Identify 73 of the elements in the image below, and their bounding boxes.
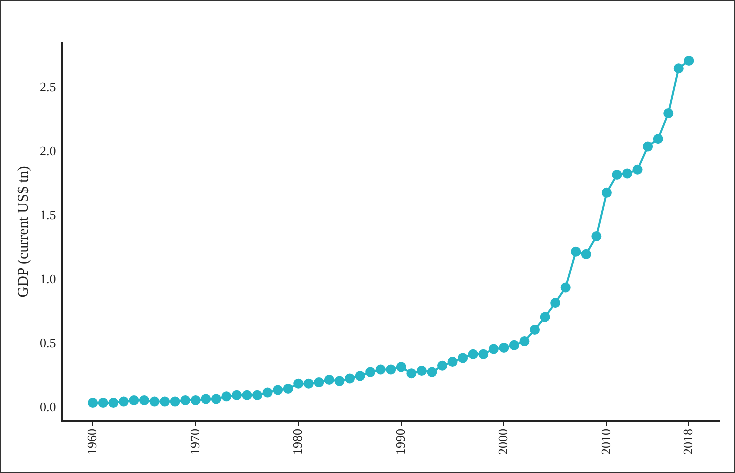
point — [180, 396, 191, 406]
x-tick-label: 2010 — [598, 429, 614, 455]
point — [222, 392, 232, 402]
point — [108, 398, 119, 408]
y-tick-label: 0.5 — [40, 336, 56, 351]
y-tick-label: 2.0 — [40, 143, 56, 158]
x-tick-label: 1980 — [290, 429, 306, 455]
point — [427, 367, 438, 378]
point — [664, 108, 674, 118]
point — [366, 367, 376, 378]
point — [150, 396, 160, 407]
point — [262, 388, 273, 398]
x-tick-label: 1970 — [187, 429, 202, 455]
y-tick-label: 0.0 — [40, 400, 56, 415]
point — [550, 298, 561, 308]
point — [334, 376, 345, 386]
point — [211, 394, 222, 404]
point — [170, 396, 180, 407]
point — [386, 364, 396, 375]
y-axis-title: GDP (current US$ tn) — [16, 166, 32, 298]
point — [478, 349, 489, 360]
point — [88, 398, 98, 408]
point — [118, 396, 129, 407]
point — [98, 398, 108, 408]
point — [684, 56, 694, 66]
point — [273, 385, 284, 396]
point — [355, 371, 366, 382]
point — [129, 396, 140, 406]
point — [283, 384, 294, 394]
point — [632, 164, 643, 175]
point — [376, 364, 386, 375]
point — [581, 249, 592, 260]
point — [592, 231, 602, 242]
point — [520, 336, 530, 347]
point — [252, 390, 263, 400]
x-tick-label: 1990 — [392, 429, 408, 455]
y-tick-label: 1.5 — [40, 207, 56, 222]
point — [468, 349, 478, 360]
point — [643, 142, 654, 152]
point — [406, 368, 417, 379]
y-tick-label: 1.0 — [40, 271, 56, 286]
x-tick-label: 2018 — [680, 429, 696, 455]
point — [448, 357, 458, 368]
point — [438, 360, 448, 371]
point — [540, 312, 550, 322]
x-tick-label: 2000 — [496, 429, 511, 455]
point — [294, 378, 304, 389]
point — [416, 366, 427, 376]
x-tick-label: 1960 — [84, 429, 100, 455]
point — [560, 282, 571, 293]
point — [232, 390, 242, 400]
point — [160, 396, 170, 407]
point — [499, 342, 510, 353]
point — [530, 325, 540, 336]
point — [314, 378, 324, 388]
point — [509, 340, 520, 350]
y-tick-label: 2.5 — [40, 79, 56, 94]
point — [304, 378, 314, 389]
point — [612, 170, 622, 180]
point — [674, 64, 684, 74]
point — [345, 374, 356, 384]
point — [139, 396, 150, 406]
point — [242, 390, 252, 400]
point — [324, 374, 334, 385]
point — [458, 353, 468, 364]
point — [201, 394, 212, 404]
point — [571, 246, 582, 257]
point — [622, 168, 633, 179]
point — [488, 344, 499, 354]
point — [653, 134, 664, 144]
point — [602, 188, 612, 198]
point — [190, 396, 201, 406]
point — [396, 362, 406, 372]
